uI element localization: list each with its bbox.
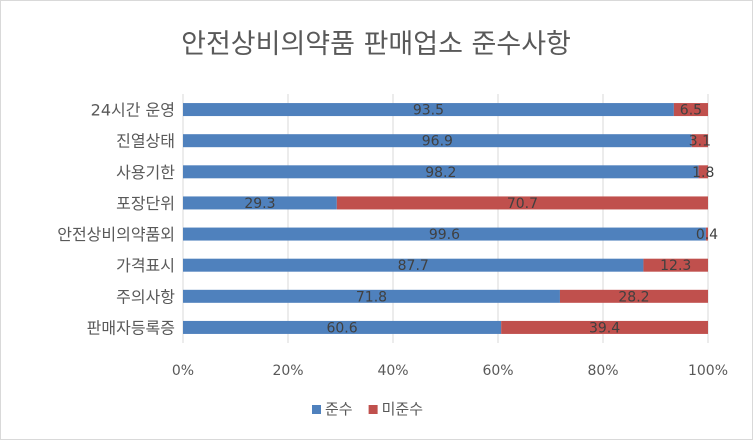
category-label: 진열상태 <box>116 132 175 151</box>
noncompliant-bar <box>673 103 708 117</box>
noncompliant-bar <box>691 134 708 148</box>
data-label: 1.8 <box>692 165 714 181</box>
x-tick-label: 60% <box>482 363 513 379</box>
x-tick-label: 0% <box>172 363 194 379</box>
data-label: 87.7 <box>398 258 429 274</box>
compliant-bar <box>183 227 706 241</box>
data-label: 71.8 <box>356 289 387 305</box>
category-label: 사용기한 <box>116 163 175 182</box>
category-label: 가격표시 <box>116 256 175 275</box>
data-label: 29.3 <box>244 196 275 212</box>
data-label: 70.7 <box>507 196 538 212</box>
x-tick-label: 20% <box>272 363 303 379</box>
noncompliant-bar <box>643 258 708 272</box>
category-label: 24시간 운영 <box>91 101 175 120</box>
data-label: 6.5 <box>680 103 702 119</box>
data-label: 99.6 <box>429 227 460 243</box>
x-tick-label: 80% <box>587 363 618 379</box>
category-label: 주의사항 <box>116 287 175 306</box>
compliant-bar <box>183 289 560 303</box>
noncompliant-bar <box>501 320 708 334</box>
data-label: 3.1 <box>689 134 711 150</box>
data-label: 39.4 <box>589 320 620 336</box>
legend-label: 미준수 <box>382 400 423 418</box>
compliant-bar <box>183 258 644 272</box>
x-tick-label: 100% <box>688 363 728 379</box>
compliant-bar <box>183 165 699 179</box>
x-tick-label: 40% <box>377 363 408 379</box>
chart-title: 안전상비의약품 판매업소 준수사항 <box>181 29 571 60</box>
noncompliant-bar <box>698 165 708 179</box>
legend-swatch-compliant <box>312 405 321 414</box>
category-label: 포장단위 <box>116 194 175 213</box>
category-label: 판매자등록증 <box>87 318 175 337</box>
legend-label: 준수 <box>325 400 353 418</box>
noncompliant-bar <box>336 196 708 210</box>
data-label: 60.6 <box>326 320 357 336</box>
compliant-bar <box>183 320 502 334</box>
noncompliant-bar <box>559 289 708 303</box>
compliant-bar <box>183 134 692 148</box>
data-label: 93.5 <box>413 103 444 119</box>
data-label: 0.4 <box>696 227 718 243</box>
compliant-bar <box>183 196 337 210</box>
data-label: 12.3 <box>660 258 691 274</box>
data-label: 96.9 <box>422 134 453 150</box>
data-label: 28.2 <box>618 289 649 305</box>
legend-swatch-noncompliant <box>368 405 378 414</box>
data-label: 98.2 <box>425 165 456 181</box>
category-label: 안전상비의약품외 <box>57 225 175 244</box>
noncompliant-bar <box>705 227 708 241</box>
compliant-bar <box>183 103 674 117</box>
